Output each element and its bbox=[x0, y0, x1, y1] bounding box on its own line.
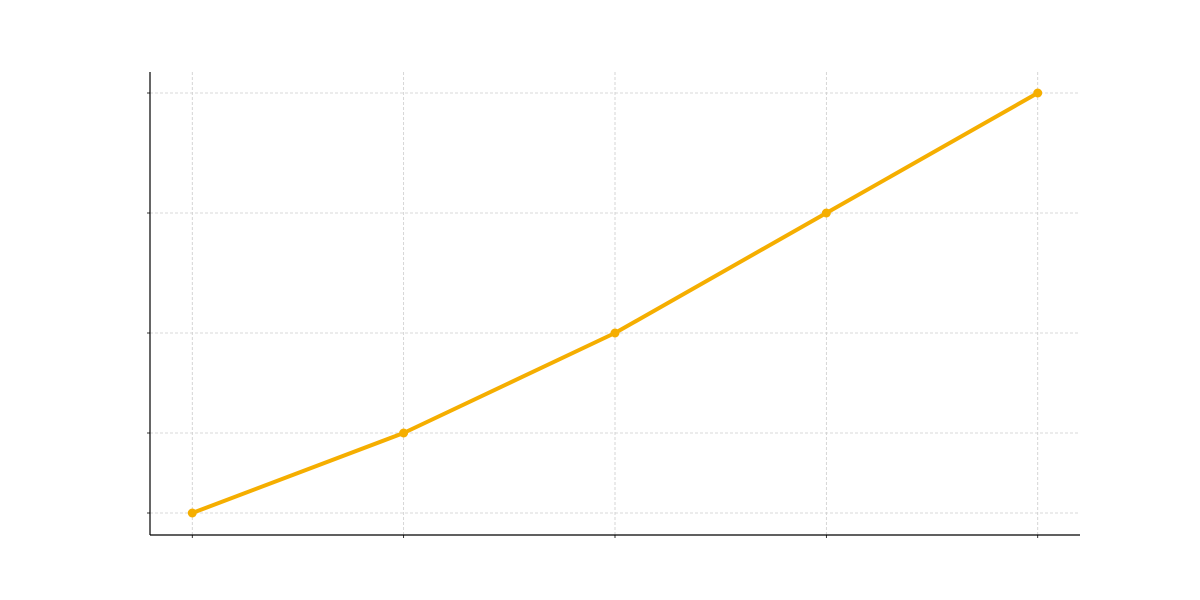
point bbox=[187, 508, 197, 518]
point bbox=[399, 428, 409, 438]
point bbox=[1033, 88, 1043, 98]
point bbox=[610, 328, 620, 338]
point bbox=[821, 208, 831, 218]
